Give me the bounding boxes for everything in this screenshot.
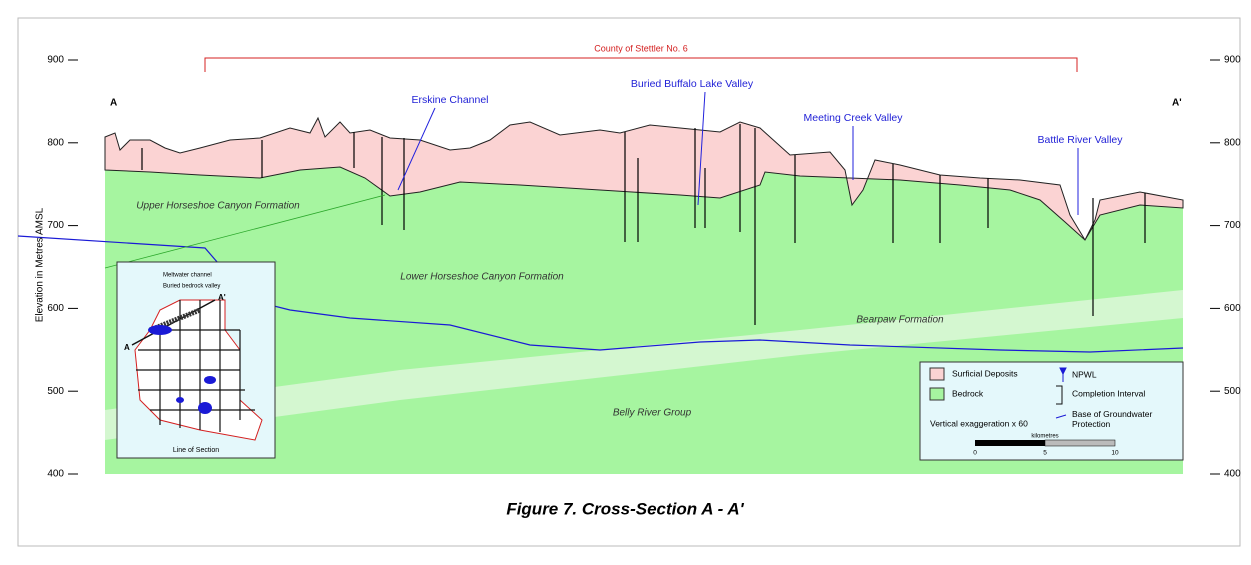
scale-label: 10 <box>1111 450 1119 457</box>
tick-label: 500 <box>47 386 64 397</box>
tick-label: 500 <box>1224 386 1241 397</box>
tick-label: 600 <box>47 303 64 314</box>
legend-swatch <box>930 368 944 380</box>
axis-title: Elevation in Metres AMSL <box>35 207 46 322</box>
formation-label: Lower Horseshoe Canyon Formation <box>400 272 564 283</box>
exaggeration: Vertical exaggeration x 60 <box>930 418 1028 428</box>
tick-label: 400 <box>47 469 64 480</box>
tick-label: 700 <box>47 220 64 231</box>
figure: County of Stettler No. 6 Elevation in Me… <box>0 0 1251 560</box>
inset-caption: Line of Section <box>173 447 219 454</box>
tick-label: 700 <box>1224 220 1241 231</box>
tick-label: 800 <box>1224 137 1241 148</box>
tick-label: 800 <box>47 137 64 148</box>
formation-label: Belly River Group <box>613 408 692 419</box>
legend-item: NPWL <box>1072 369 1097 379</box>
legend-item-box: Base of Groundwater Protection <box>1072 409 1182 435</box>
formation-label: Bearpaw Formation <box>856 315 944 326</box>
scale-bar <box>1045 440 1115 446</box>
feature-label: Meeting Creek Valley <box>803 112 903 124</box>
caption: Figure 7. Cross-Section A - A' <box>506 499 744 518</box>
end-label: A' <box>1172 98 1182 109</box>
inset-legend: Meltwater channel <box>163 273 212 279</box>
formation-label: Upper Horseshoe Canyon Formation <box>136 201 300 212</box>
legend-item: Completion Interval <box>1072 388 1145 398</box>
feature-label: Battle River Valley <box>1037 134 1123 146</box>
tick-label: 900 <box>47 55 64 66</box>
legend-item: Bedrock <box>952 388 984 398</box>
county-label: County of Stettler No. 6 <box>594 43 688 53</box>
end-label: A <box>110 98 117 109</box>
legend-item: Base of Groundwater Protection <box>1072 409 1182 429</box>
legend-item: Surficial Deposits <box>952 368 1018 378</box>
scale-label: 0 <box>973 450 977 457</box>
scale-label: 5 <box>1043 450 1047 457</box>
tick-label: 400 <box>1224 469 1241 480</box>
inset-legend: Buried bedrock valley <box>163 284 220 290</box>
tick-label: 600 <box>1224 303 1241 314</box>
scale-unit: kilometres <box>1031 434 1058 440</box>
legend-swatch <box>930 388 944 400</box>
feature-label: Erskine Channel <box>411 94 488 106</box>
scale-bar <box>975 440 1045 446</box>
tick-label: 900 <box>1224 55 1241 66</box>
inset-end: A <box>124 343 130 352</box>
feature-label: Buried Buffalo Lake Valley <box>631 78 754 90</box>
inset-end: A' <box>218 293 226 302</box>
